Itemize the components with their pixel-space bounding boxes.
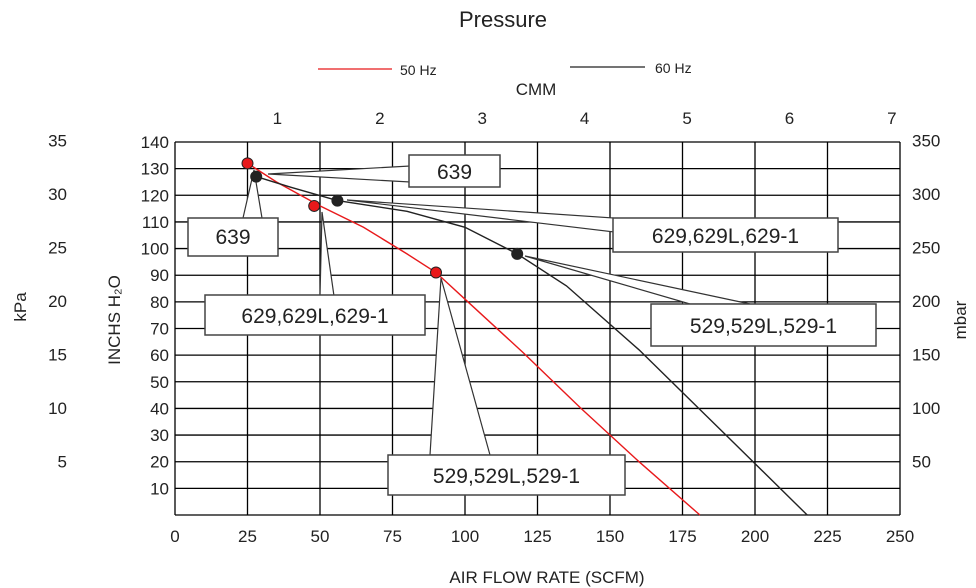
data-point-60hz (511, 247, 524, 260)
data-point-50hz (430, 266, 442, 279)
callout-label-629-60hz: 629,629L,629-1 (652, 225, 799, 248)
top-x-tick-label: 1 (273, 109, 282, 128)
callouts: 639 629,629L,629-1 529,529L,529-1 639 62… (187, 154, 877, 496)
callout-label-529-60hz: 529,529L,529-1 (690, 315, 837, 338)
y-tick-label-inches: 140 (141, 133, 169, 152)
callout-label-629-50hz: 629,629L,629-1 (241, 305, 388, 328)
y-tick-label-inches: 90 (150, 266, 169, 285)
y-tick-label-kpa: 5 (58, 453, 67, 472)
y-tick-label-mbar: 150 (912, 346, 940, 365)
y-tick-label-inches: 40 (150, 399, 169, 418)
legend-label-50hz: 50 Hz (400, 62, 437, 78)
x-tick-label: 200 (741, 527, 769, 546)
tick-labels: 0 25 50 75 100 125 150 175 200 225 250 1 2 3 4 5 6 7 10 20 3… (48, 109, 940, 546)
data-point-50hz (241, 157, 254, 170)
y-tick-label-mbar: 350 (912, 132, 940, 151)
x-tick-label: 125 (523, 527, 551, 546)
callout-label-529-50hz: 529,529L,529-1 (433, 465, 580, 488)
x-tick-label: 25 (238, 527, 257, 546)
y-tick-label-kpa: 30 (48, 185, 67, 204)
x-tick-label: 0 (170, 527, 179, 546)
callout-box-529-50hz (387, 454, 626, 496)
data-point-50hz (308, 199, 321, 212)
y-tick-label-inches: 80 (150, 293, 169, 312)
x-tick-label: 100 (451, 527, 479, 546)
data-series (241, 157, 808, 516)
series-line-60hz (255, 175, 808, 516)
callout-leader-529-60hz (524, 255, 751, 305)
y-tick-label-kpa: 20 (48, 292, 67, 311)
top-x-tick-label: 5 (682, 109, 691, 128)
callout-box-529-60hz (650, 303, 877, 347)
callout-box-639-50hz (187, 217, 279, 257)
y-tick-label-inches: 120 (141, 186, 169, 205)
y-tick-label-mbar: 250 (912, 239, 940, 258)
callout-leader-629-50hz (319, 211, 335, 297)
callout-box-629-50hz (204, 294, 426, 336)
y-tick-label-inches: 100 (141, 240, 169, 259)
y-tick-label-inches: 130 (141, 160, 169, 179)
y-axis-title-inches: INCHS H₂O (105, 275, 124, 365)
y-tick-label-inches: 70 (150, 320, 169, 339)
y-tick-label-kpa: 35 (48, 132, 67, 151)
callout-label-639-60hz: 639 (437, 161, 472, 184)
callout-box-629-60hz (612, 217, 839, 253)
top-axis-title: CMM (516, 80, 557, 99)
y-tick-label-mbar: 200 (912, 292, 940, 311)
y-tick-label-mbar: 300 (912, 185, 940, 204)
callout-leader-629-60hz (346, 199, 615, 233)
callout-label-639-50hz: 639 (215, 226, 250, 249)
y-axis-title-kpa: kPa (11, 292, 30, 322)
top-x-tick-label: 6 (785, 109, 794, 128)
legend: 50 Hz 60 Hz (318, 60, 692, 78)
y-tick-label-kpa: 25 (48, 239, 67, 258)
x-tick-label: 50 (311, 527, 330, 546)
top-x-tick-label: 4 (580, 109, 589, 128)
y-axis-title-mbar: mbar (951, 300, 970, 339)
callout-box-639-60hz (408, 154, 501, 188)
x-tick-label: 250 (886, 527, 914, 546)
y-tick-label-inches: 110 (142, 213, 169, 232)
data-point-60hz (331, 194, 344, 207)
legend-label-60hz: 60 Hz (655, 60, 692, 76)
x-tick-label: 75 (383, 527, 402, 546)
chart-title: Pressure (459, 7, 547, 32)
x-tick-label: 150 (596, 527, 624, 546)
y-tick-label-inches: 10 (150, 479, 169, 498)
y-tick-label-kpa: 10 (48, 399, 67, 418)
x-axis-title: AIR FLOW RATE (SCFM) (449, 568, 644, 587)
y-tick-label-inches: 60 (150, 346, 169, 365)
top-x-tick-label: 2 (375, 109, 384, 128)
top-x-tick-label: 7 (887, 109, 896, 128)
top-x-tick-label: 3 (478, 109, 487, 128)
y-tick-label-inches: 50 (150, 373, 169, 392)
y-tick-label-inches: 30 (150, 426, 169, 445)
y-tick-label-inches: 20 (150, 453, 169, 472)
data-point-60hz (250, 170, 263, 183)
y-tick-label-kpa: 15 (48, 346, 67, 365)
y-tick-label-mbar: 100 (912, 399, 940, 418)
x-tick-label: 175 (668, 527, 696, 546)
y-tick-label-mbar: 50 (912, 453, 931, 472)
callout-leader-529-50hz (429, 277, 491, 456)
x-tick-label: 225 (813, 527, 841, 546)
